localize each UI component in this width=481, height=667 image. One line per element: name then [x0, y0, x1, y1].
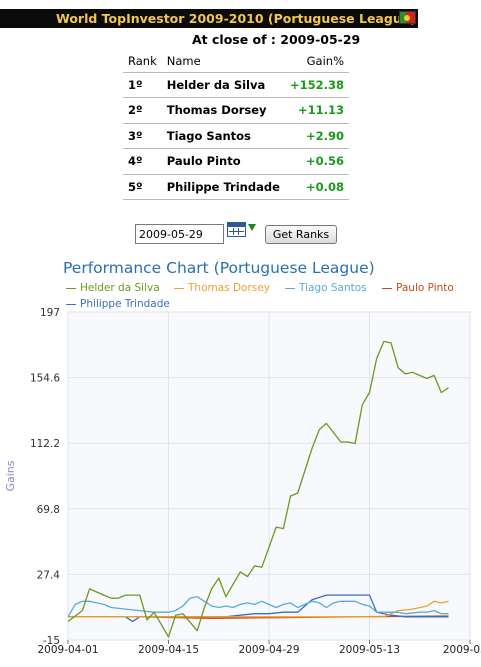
rank-cell: 1º: [123, 72, 162, 98]
legend-label: Philippe Trindade: [80, 298, 170, 310]
series-line-helder-da-silva: [67, 340, 449, 638]
get-ranks-button[interactable]: Get Ranks: [265, 225, 337, 244]
y-tick-label: 112.2: [30, 438, 60, 450]
page-title: World TopInvestor 2009-2010 (Portuguese …: [56, 11, 416, 26]
table-row: 2º Thomas Dorsey +11.13: [123, 97, 349, 124]
legend-item-tiago[interactable]: Tiago Santos: [285, 282, 367, 294]
gain-cell: +0.56: [284, 148, 349, 175]
close-date-label: At close of : 2009-05-29: [192, 32, 361, 47]
legend-swatch: [174, 287, 184, 289]
x-tick-label: 2009-04-29: [238, 644, 299, 656]
series-line-tiago-santos: [67, 596, 449, 618]
table-row: 1º Helder da Silva +152.38: [123, 72, 349, 98]
series-line-thomas-dorsey: [68, 600, 449, 618]
x-tick-label: 2009-04-01: [37, 644, 98, 656]
gain-cell: +0.08: [284, 174, 349, 200]
legend-item-thomas[interactable]: Thomas Dorsey: [174, 282, 270, 294]
header-title-bar: World TopInvestor 2009-2010 (Portuguese …: [0, 9, 418, 28]
gain-header: Gain%: [284, 50, 349, 73]
ranking-table: Rank Name Gain% 1º Helder da Silva +152.…: [123, 50, 349, 200]
legend-swatch: [285, 287, 295, 289]
y-tick-label: 154.6: [30, 373, 60, 385]
name-cell: Paulo Pinto: [161, 148, 285, 175]
date-input[interactable]: [135, 224, 224, 244]
legend-label: Tiago Santos: [299, 282, 367, 294]
x-tick-label: 2009-05-13: [339, 644, 400, 656]
x-tick-label: 2009-05-2: [443, 644, 481, 656]
rank-cell: 3º: [123, 123, 162, 149]
legend-swatch: [66, 303, 76, 305]
name-cell: Helder da Silva: [161, 72, 285, 98]
y-tick-label: -15: [43, 635, 60, 647]
gain-cell: +2.90: [284, 123, 349, 149]
table-row: 5º Philippe Trindade +0.08: [123, 174, 349, 200]
y-tick-label: 197: [40, 307, 60, 319]
rank-cell: 2º: [123, 97, 162, 124]
legend-item-paulo[interactable]: Paulo Pinto: [382, 282, 454, 294]
table-header-row: Rank Name Gain%: [123, 50, 349, 73]
table-row: 3º Tiago Santos +2.90: [123, 123, 349, 149]
gain-cell: +11.13: [284, 97, 349, 124]
legend-item-philippe[interactable]: Philippe Trindade: [66, 298, 170, 310]
calendar-icon[interactable]: [227, 222, 246, 237]
y-tick-label: 69.8: [37, 504, 60, 516]
name-header: Name: [161, 50, 285, 73]
gain-cell: +152.38: [284, 72, 349, 98]
name-cell: Thomas Dorsey: [161, 97, 285, 124]
legend-item-helder[interactable]: Helder da Silva: [66, 282, 160, 294]
legend-swatch: [66, 287, 76, 289]
legend-label: Paulo Pinto: [396, 282, 454, 294]
rank-cell: 4º: [123, 148, 162, 175]
x-tick-label: 2009-04-15: [138, 644, 199, 656]
legend-label: Helder da Silva: [80, 282, 160, 294]
table-row: 4º Paulo Pinto +0.56: [123, 148, 349, 175]
chart-title: Performance Chart (Portuguese League): [63, 259, 375, 277]
portugal-flag-icon: [399, 11, 416, 24]
rank-cell: 5º: [123, 174, 162, 200]
legend-swatch: [382, 287, 392, 289]
legend-label: Thomas Dorsey: [188, 282, 270, 294]
name-cell: Philippe Trindade: [161, 174, 285, 200]
y-axis-label: Gains: [4, 460, 17, 491]
rank-header: Rank: [123, 50, 162, 73]
y-tick-label: 27.4: [37, 569, 61, 581]
chevron-down-icon[interactable]: [248, 224, 256, 231]
name-cell: Tiago Santos: [161, 123, 285, 149]
